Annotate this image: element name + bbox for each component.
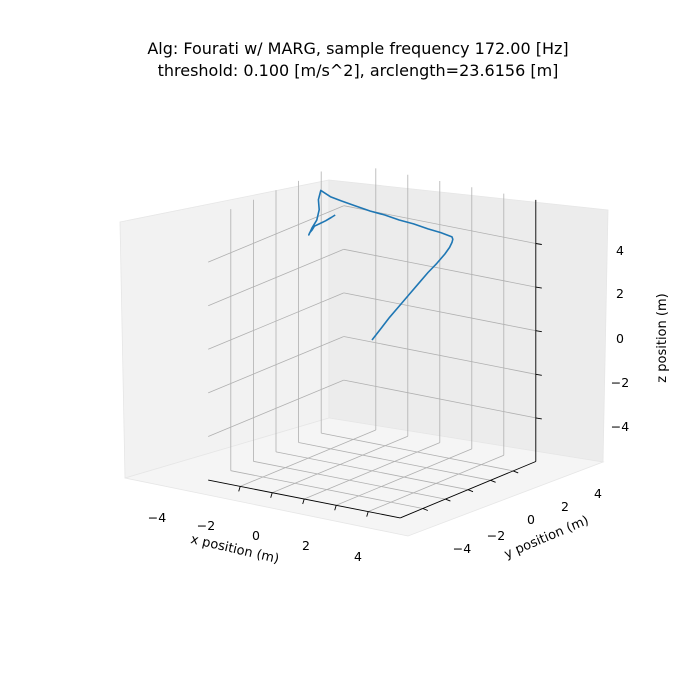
x-tick-mark (334, 505, 337, 511)
grid-line (343, 336, 536, 375)
y-tick-mark (513, 470, 519, 474)
grid-line (208, 336, 344, 394)
y-tick-mark (467, 489, 474, 493)
y-tick-label: −4 (453, 541, 471, 556)
y-tick-mark (445, 498, 451, 502)
tick-marks (238, 243, 542, 517)
grid-line (208, 292, 344, 350)
grid-line (298, 442, 491, 481)
z-tick-label: −4 (611, 419, 629, 434)
x-tick-mark (270, 492, 273, 498)
y-axis-label: y position (m) (502, 513, 591, 562)
z-axis-label: z position (m) (655, 293, 670, 382)
x-tick-label: 0 (252, 528, 260, 543)
z-tick-label: 0 (616, 331, 624, 346)
x-axis-label: x position (m) (189, 532, 280, 567)
y-tick-label: 2 (561, 499, 569, 514)
grid-line (253, 460, 446, 500)
grid-line (275, 451, 469, 491)
z-tick-mark (535, 286, 542, 289)
grid-line (343, 248, 536, 288)
z-tick-mark (535, 243, 542, 245)
y-tick-mark (422, 508, 428, 511)
z-tick-label: 2 (616, 286, 624, 301)
grid-line (230, 470, 423, 509)
grid-line (343, 292, 536, 332)
pane-right (328, 179, 609, 463)
y-tick-label: −2 (487, 528, 505, 543)
grid-line (208, 248, 344, 307)
pane-floor (124, 417, 605, 537)
z-tick-label: 4 (616, 243, 624, 258)
grid-line (208, 205, 344, 263)
x-tick-label: 2 (302, 538, 310, 553)
chart-title-line1: Alg: Fourati w/ MARG, sample frequency 1… (147, 39, 568, 58)
z-tick-label: −2 (611, 375, 629, 390)
z-tick-mark (535, 417, 542, 420)
x-tick-label: −4 (148, 510, 166, 525)
chart-title-line2: threshold: 0.100 [m/s^2], arclength=23.6… (158, 61, 559, 80)
y-tick-label: 4 (594, 486, 602, 501)
grid-line (321, 432, 514, 472)
trajectory-line (308, 189, 454, 341)
z-tick-mark (535, 330, 542, 333)
x-tick-mark (238, 486, 241, 492)
x-tick-mark (302, 498, 305, 505)
x-tick-label: −2 (197, 518, 215, 533)
grid-line (343, 379, 536, 419)
grid-line (208, 379, 344, 437)
z-tick-mark (535, 373, 542, 376)
grid-lines (208, 168, 536, 512)
x-tick-mark (366, 511, 369, 517)
y-tick-mark (490, 479, 496, 483)
x-tick-label: 4 (354, 549, 362, 564)
y-tick-label: 0 (527, 512, 535, 527)
